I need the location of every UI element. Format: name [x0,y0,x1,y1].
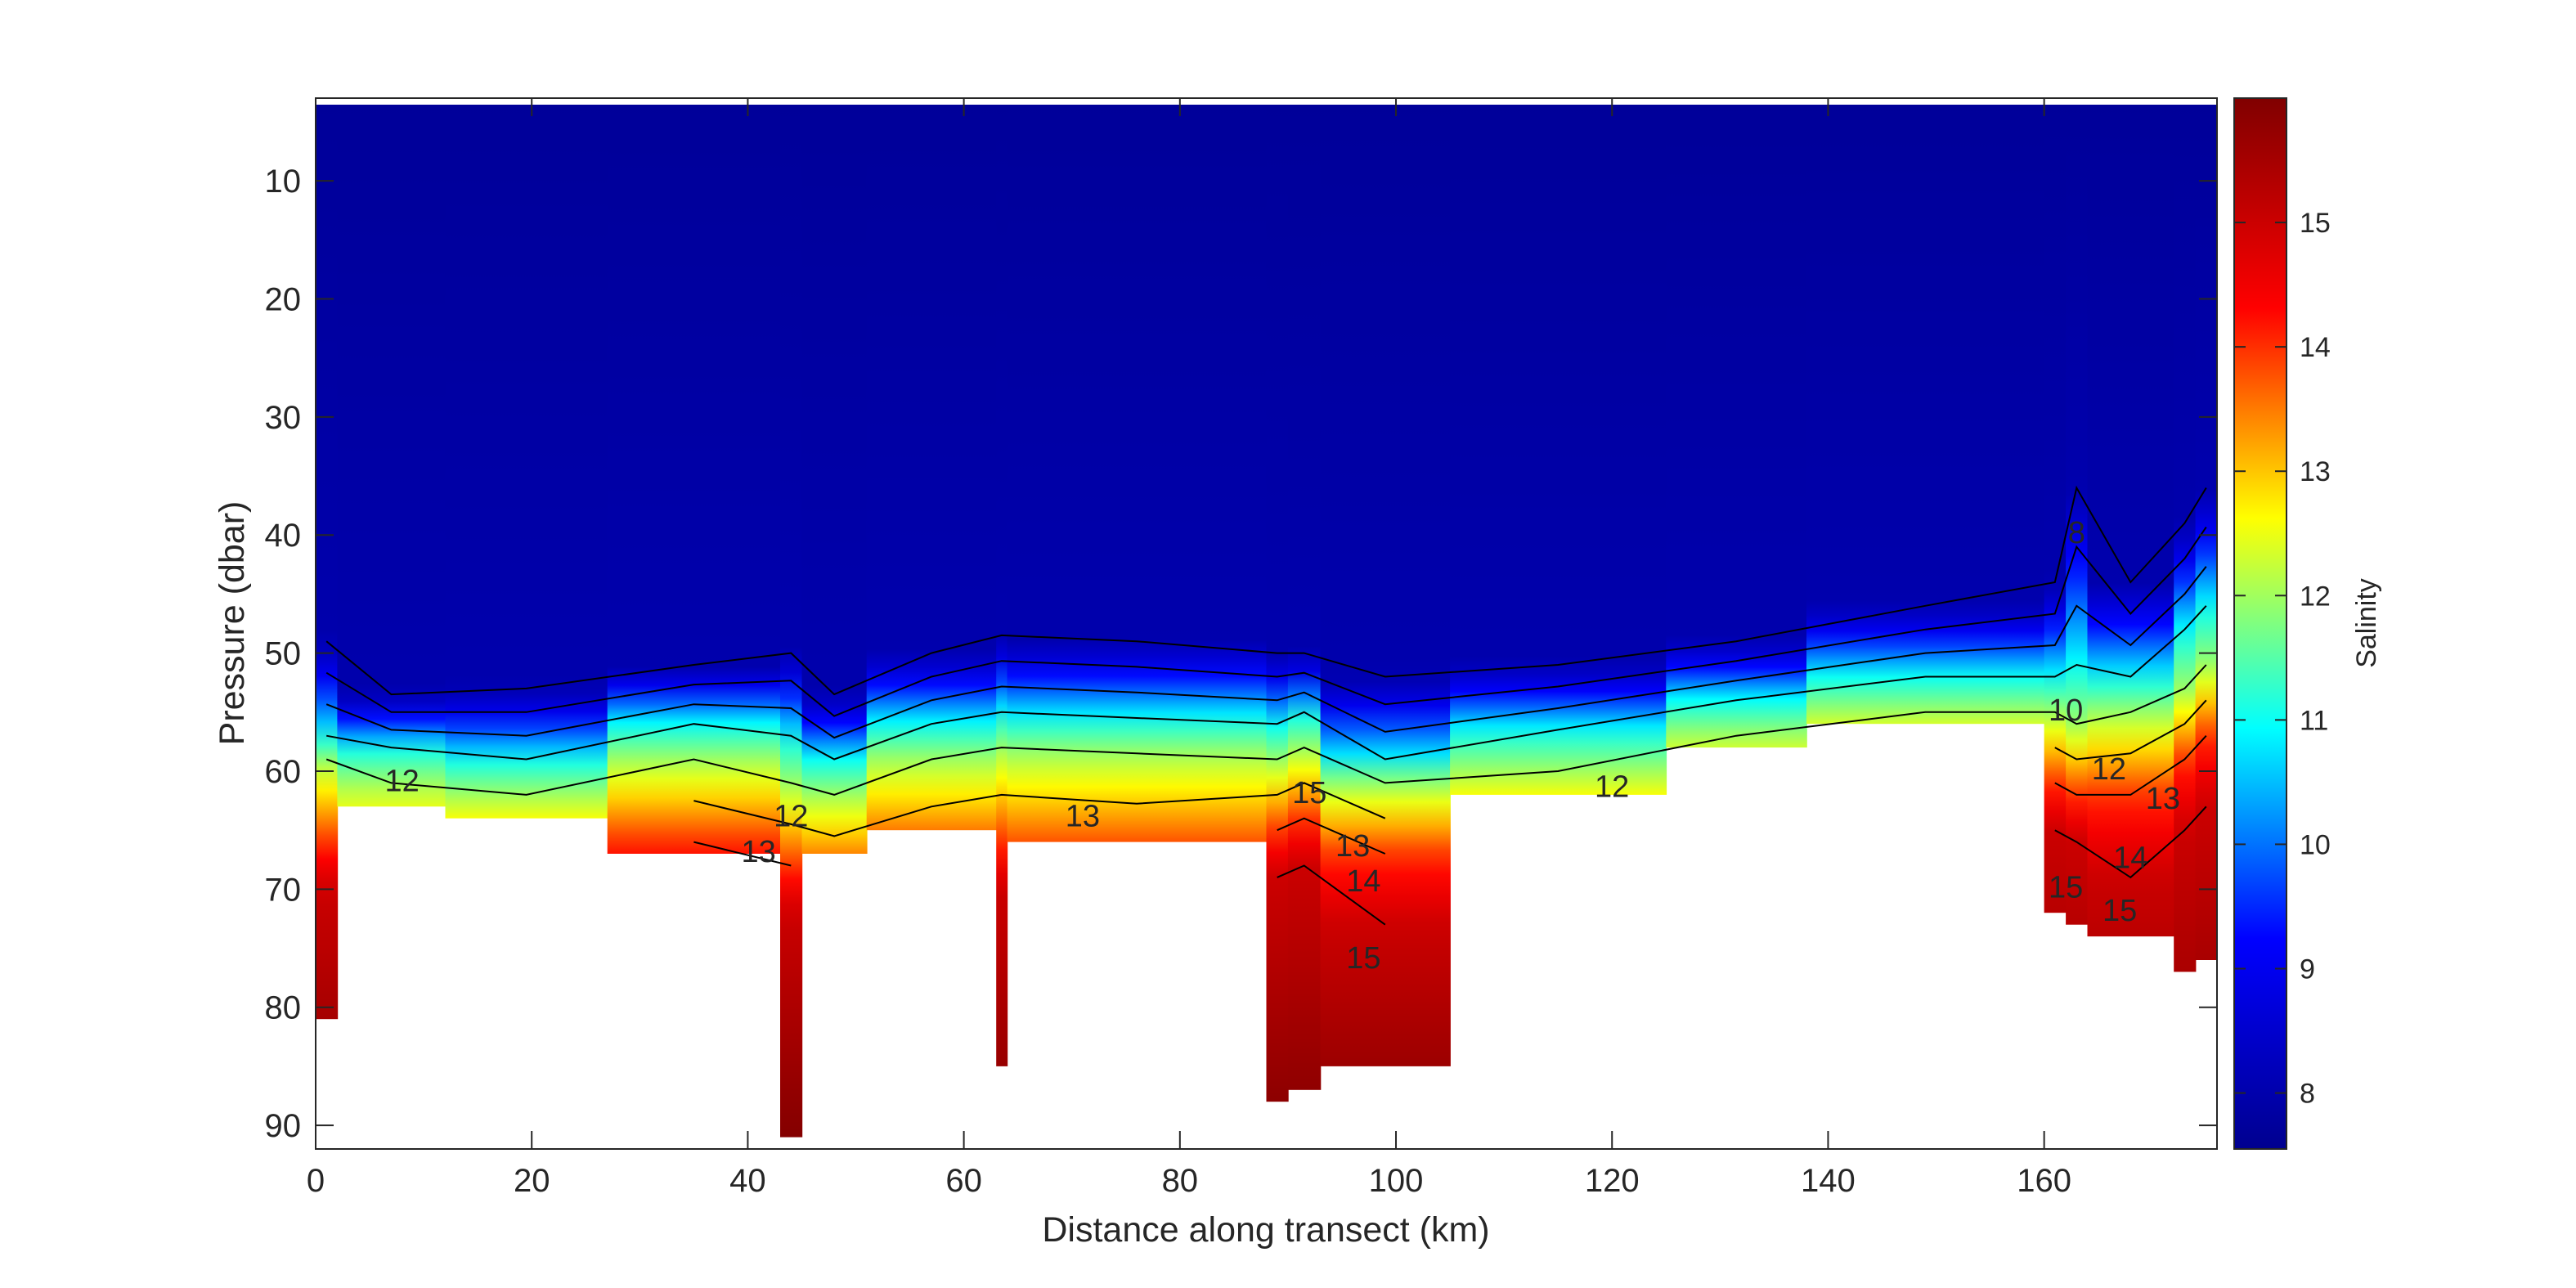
contour-line [693,735,2207,867]
y-tick-label: 70 [265,872,302,908]
x-tick-label: 80 [1162,1163,1199,1199]
contour-line [325,664,2207,796]
salinity-column [780,105,803,1138]
contour-label: 8 [2068,516,2085,550]
colorbar-ticks: 8 9 10 11 12 13 14 15 [2234,208,2331,1110]
colorbar-fill [2234,98,2287,1149]
salinity-column [1806,105,2045,725]
contour-label: 15 [2103,894,2137,928]
salinity-column [2066,105,2089,925]
contour-label: 12 [385,764,420,798]
salinity-column [2195,105,2217,960]
colorbar-tick-label: 13 [2300,456,2331,487]
x-axis: 0 20 40 60 80 100 120 140 160 [307,98,2071,1199]
contour-label: 14 [2113,841,2147,875]
x-tick-label: 40 [729,1163,766,1199]
y-axis-label: Pressure (dbar) [213,501,252,746]
contour-label: 15 [1292,776,1326,810]
contour-label: 13 [741,835,775,869]
x-tick-label: 120 [1585,1163,1640,1199]
colorbar: 8 9 10 11 12 13 14 15 Salinity [2233,97,2382,1150]
y-tick-label: 90 [265,1108,302,1144]
x-tick-label: 100 [1369,1163,1424,1199]
x-tick-label: 60 [945,1163,982,1199]
plot-frame [315,97,2218,1150]
contour-label: 15 [2049,870,2083,904]
contour-line [325,527,2207,717]
salinity-column [2174,105,2197,972]
colorbar-tick-label: 12 [2300,581,2331,612]
x-tick-label: 20 [514,1163,550,1199]
salinity-column [801,105,868,854]
colorbar-tick-label: 10 [2300,829,2331,860]
salinity-column [1287,105,1322,1090]
contour-line [325,566,2207,739]
y-tick-label: 60 [265,754,302,790]
x-tick-label: 140 [1801,1163,1856,1199]
salinity-column [607,105,781,854]
contour-label: 13 [1066,800,1100,834]
salinity-column [1450,105,1667,795]
contour-label: 15 [1346,941,1380,976]
contour-label: 12 [774,800,808,834]
salinity-column [1320,105,1451,1066]
x-tick-label: 0 [307,1163,325,1199]
colorbar-tick-label: 9 [2300,954,2315,985]
contour-label: 14 [1346,864,1380,899]
salinity-field [316,105,2217,1138]
salinity-column [996,105,1008,1066]
y-tick-label: 10 [265,164,302,200]
contour-label: 12 [2092,752,2126,787]
salinity-column [316,105,339,1020]
contour-label: 13 [2146,782,2180,816]
contour-line [693,699,2207,837]
salinity-column [866,105,997,831]
colorbar-tick-label: 11 [2300,705,2328,736]
contour-label: 13 [1335,829,1370,864]
contour-label: 10 [2049,693,2083,728]
salinity-column [337,105,447,807]
colorbar-tick-label: 15 [2300,208,2331,239]
salinity-column [2044,105,2067,913]
contour-lines [325,485,2207,926]
y-tick-label: 50 [265,636,302,672]
contour-line [1277,806,2207,926]
y-tick-label: 30 [265,400,302,436]
y-tick-label: 80 [265,990,302,1026]
contour-label: 12 [1595,770,1629,805]
colorbar-tick-label: 14 [2300,332,2331,363]
x-tick-label: 160 [2017,1163,2071,1199]
colorbar-frame [2233,97,2287,1150]
salinity-column [1266,105,1289,1102]
x-axis-label: Distance along transect (km) [1042,1210,1489,1250]
salinity-column [1007,105,1268,842]
colorbar-tick-label: 8 [2300,1079,2315,1110]
y-tick-label: 20 [265,281,302,317]
contour-line [326,605,2207,761]
colorbar-label: Salinity [2351,578,2382,668]
contour-line [325,485,2207,696]
salinity-column [2087,105,2174,937]
salinity-column [1666,105,1807,748]
y-axis: 10 20 30 40 50 60 70 80 90 [265,164,2217,1144]
y-tick-label: 40 [265,518,302,554]
salinity-column [445,105,608,819]
